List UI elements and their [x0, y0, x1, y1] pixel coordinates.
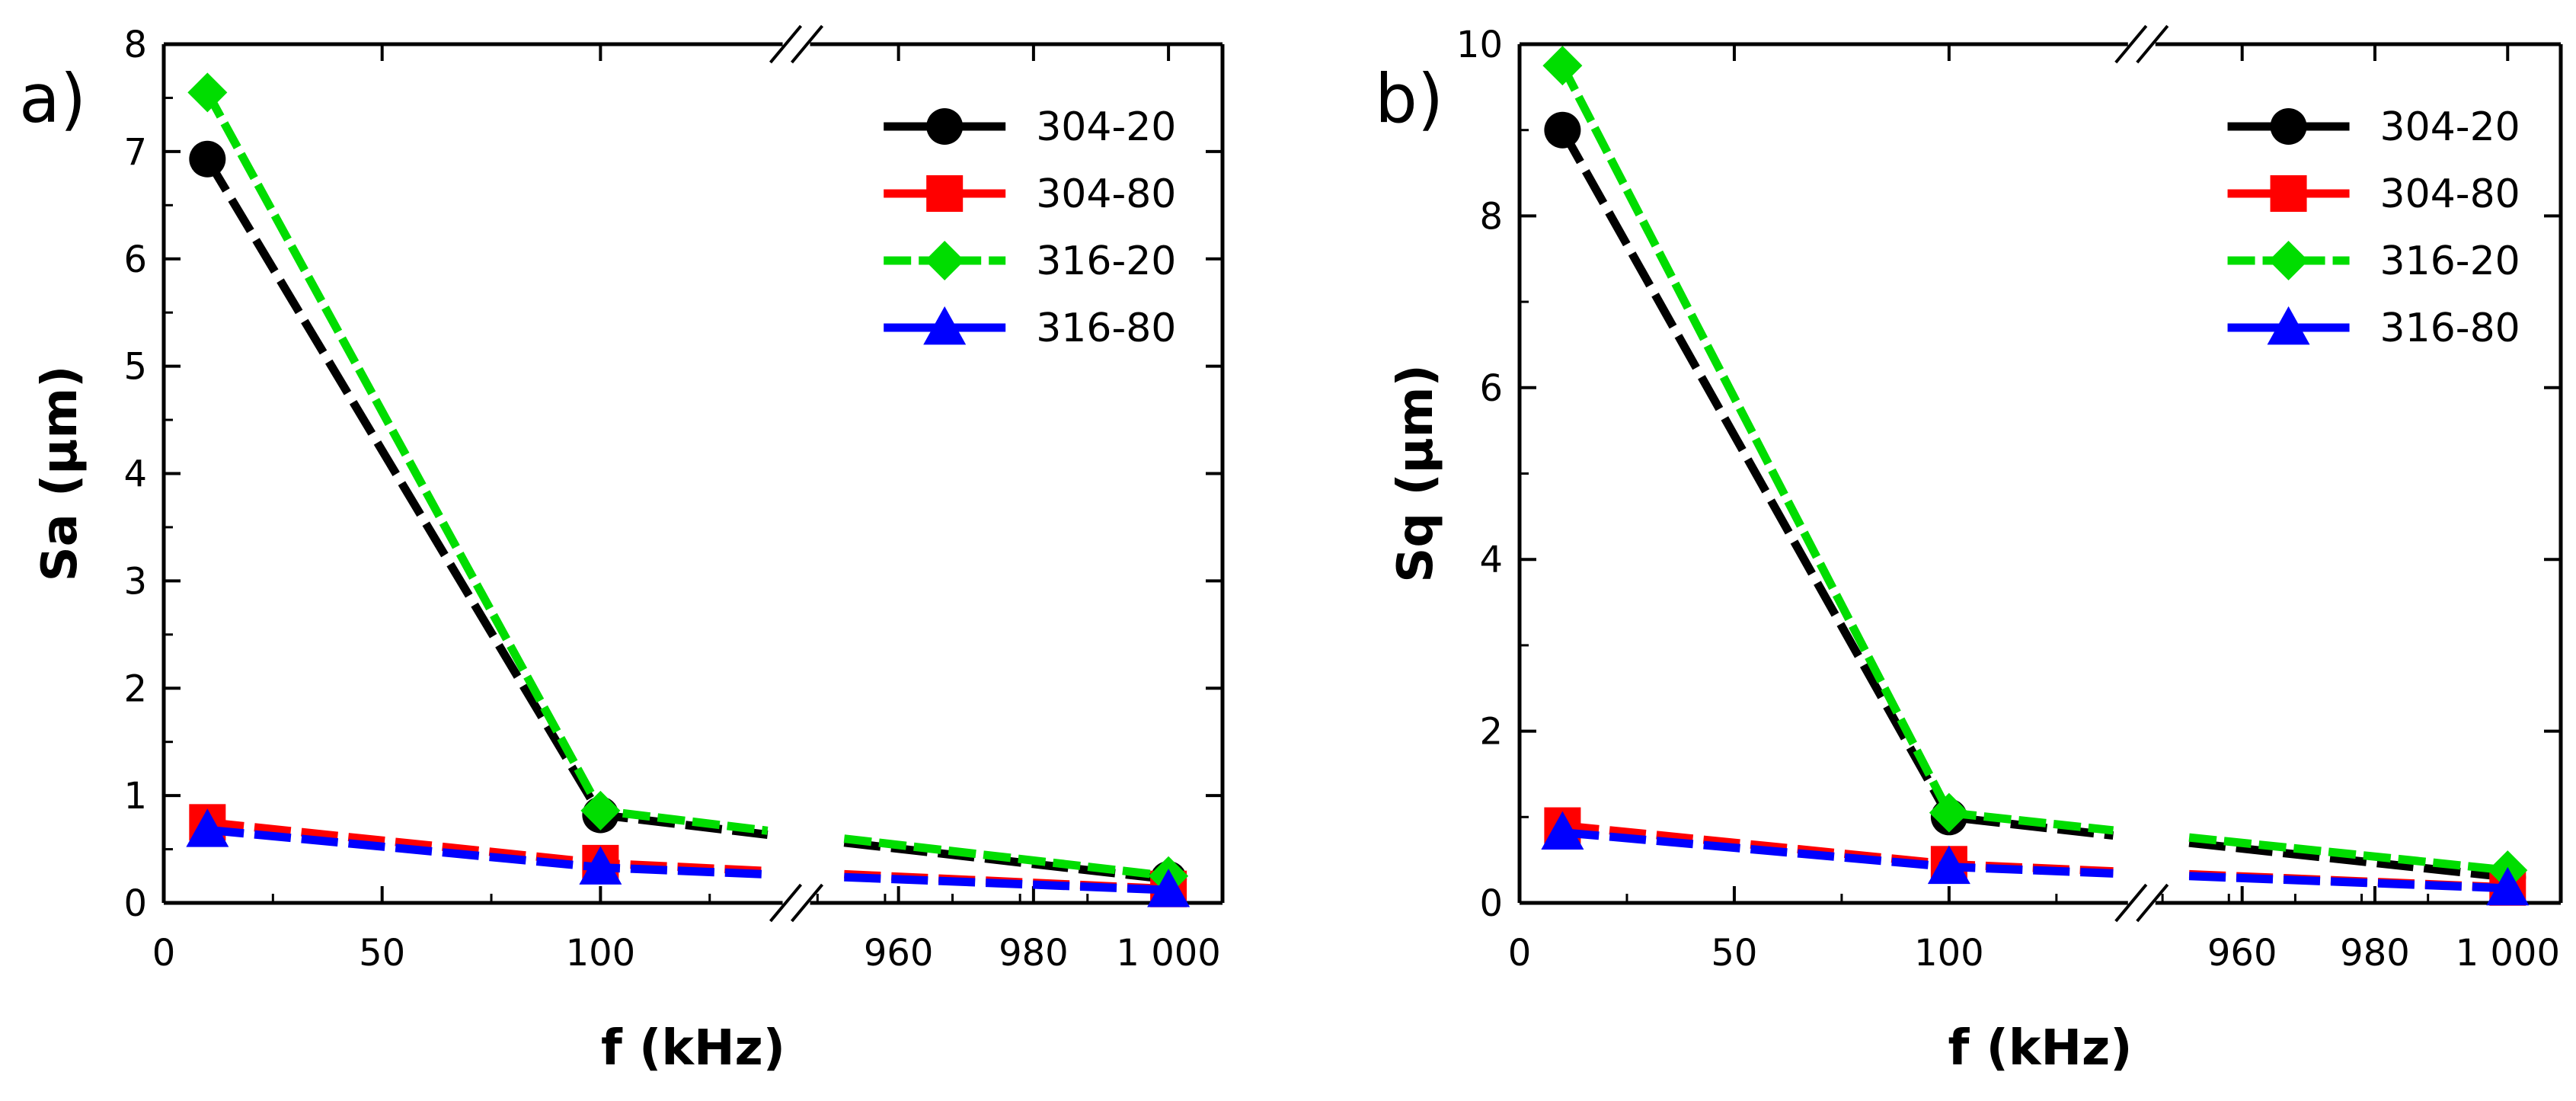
y-tick-label: 4: [1479, 539, 1503, 581]
axis-break-mark: [2136, 24, 2169, 64]
y-tick-label: 10: [1456, 24, 1503, 66]
y-tick-label: 1: [123, 775, 147, 818]
axis-break-mark: [2114, 24, 2148, 64]
axis-break-mark: [2136, 883, 2169, 923]
data-point: [186, 808, 229, 847]
x-tick-label: 980: [999, 932, 1069, 975]
legend-marker: [925, 241, 965, 280]
series-line: [843, 834, 1169, 881]
legend-label: 316-80: [1036, 306, 1176, 351]
axis-break-mark: [790, 24, 824, 64]
series-line: [206, 825, 768, 879]
data-point: [1541, 811, 1584, 850]
y-tick-label: 2: [123, 667, 147, 710]
panel-label: a): [19, 59, 86, 138]
series-316-80: [186, 808, 1191, 907]
legend-label: 316-20: [2380, 238, 2520, 284]
legend-label: 304-80: [1036, 171, 1176, 217]
y-tick-label: 6: [123, 238, 147, 281]
legend-marker: [2270, 108, 2307, 145]
series-line: [844, 872, 1169, 895]
legend: 304-20 304-80 316-20 316-80: [884, 104, 1176, 351]
y-tick-label: 8: [1479, 195, 1503, 238]
data-point: [187, 72, 228, 113]
legend-label: 316-80: [2380, 306, 2520, 351]
series-line: [1561, 828, 2114, 878]
y-tick-label: 8: [123, 24, 147, 66]
series-line: [2188, 872, 2508, 893]
legend-marker: [2268, 241, 2309, 280]
y-tick-label: 5: [123, 346, 147, 389]
x-tick-label: 50: [1711, 932, 1757, 975]
x-tick-label: 100: [566, 932, 636, 975]
y-tick-label: 7: [123, 131, 147, 174]
series-line: [1561, 821, 2114, 876]
legend-marker: [926, 108, 964, 145]
data-point: [1542, 46, 1583, 86]
series-line: [206, 818, 768, 875]
y-tick-label: 6: [1479, 367, 1503, 410]
axes-frame: [161, 42, 1225, 905]
y-axis-label: Sq (µm): [1388, 364, 1444, 582]
chart-panel-1: 0 1 2 3 4 5 6 7 8 0 50 100 960 980 1 000 f (kHz) Sa (µm)…: [19, 24, 1225, 1077]
legend-label: 304-80: [2380, 171, 2520, 217]
x-tick-label: 960: [2207, 932, 2277, 975]
legend-marker: [2267, 306, 2310, 345]
x-tick-label: 0: [1508, 932, 1532, 975]
data-point: [580, 790, 621, 831]
legend-label: 304-20: [2380, 104, 2520, 150]
data-point: [1544, 111, 1581, 149]
series-line: [2188, 838, 2508, 882]
series-line: [203, 90, 769, 835]
legend-label: 316-20: [1036, 238, 1176, 284]
x-tick-label: 0: [152, 932, 176, 975]
axis-break-mark: [790, 883, 824, 923]
series-304-80: [189, 804, 1187, 907]
legend-marker: [926, 175, 964, 212]
x-tick-label: 1 000: [2456, 932, 2560, 975]
y-tick-label: 3: [123, 560, 147, 603]
legend: 304-20 304-80 316-20 316-80: [2227, 104, 2520, 351]
x-tick-label: 100: [1914, 932, 1984, 975]
data-point: [579, 846, 622, 885]
panel-label: b): [1375, 59, 1443, 138]
x-axis-label: f (kHz): [1948, 1020, 2133, 1077]
y-tick-label: 0: [1479, 882, 1503, 925]
x-axis-label: f (kHz): [601, 1020, 785, 1077]
legend-label: 304-20: [1036, 104, 1176, 150]
x-tick-label: 50: [359, 932, 405, 975]
y-tick-label: 4: [123, 453, 147, 496]
series-line: [1558, 128, 2114, 840]
series-316-80: [1541, 811, 2530, 906]
x-tick-label: 1 000: [1116, 932, 1220, 975]
axis-break-mark: [2114, 883, 2148, 923]
legend-marker: [2270, 175, 2307, 212]
data-point: [2486, 866, 2530, 906]
x-tick-label: 980: [2340, 932, 2410, 975]
series-line: [2188, 833, 2508, 875]
y-tick-label: 2: [1479, 711, 1503, 754]
y-axis-label: Sa (µm): [32, 366, 88, 582]
series-304-20: [1544, 111, 2526, 896]
data-point: [1147, 869, 1191, 907]
data-point: [1929, 792, 1969, 833]
series-line: [1558, 63, 2114, 835]
data-point: [1927, 845, 1970, 885]
axis-break-mark: [769, 24, 803, 64]
legend-marker: [923, 306, 967, 345]
axis-break-mark: [769, 883, 803, 923]
y-tick-label: 0: [123, 882, 147, 925]
data-point: [189, 140, 226, 178]
x-tick-label: 960: [864, 932, 934, 975]
series-line: [203, 156, 769, 839]
